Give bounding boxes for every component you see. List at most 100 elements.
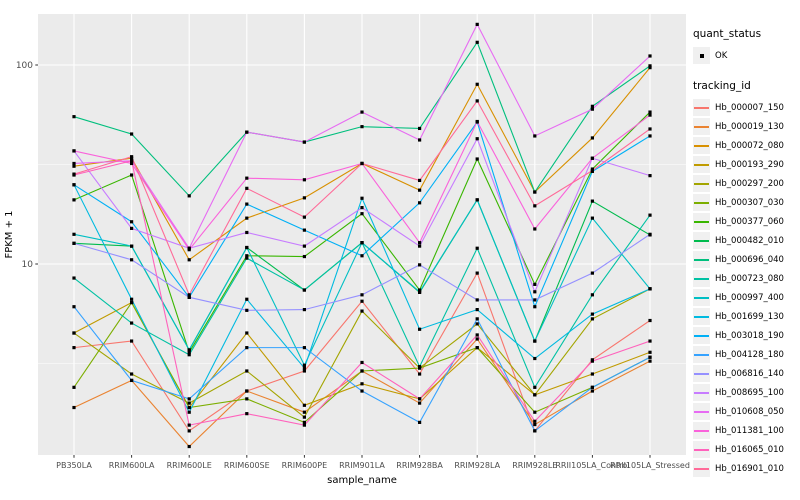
legend-item-label: Hb_004128_180 xyxy=(715,349,784,360)
data-point xyxy=(245,186,249,190)
legend-line-icon xyxy=(694,410,709,413)
legend-item-label: Hb_000019_130 xyxy=(715,121,784,132)
legend-item-Hb_016065_010: Hb_016065_010 xyxy=(693,441,799,458)
x-tick-label: RRII105LA_Control xyxy=(555,461,629,470)
data-point xyxy=(130,155,134,159)
data-point xyxy=(302,196,306,200)
legend-item-label: Hb_000997_400 xyxy=(715,292,784,303)
data-point xyxy=(418,397,422,401)
data-point xyxy=(648,54,652,58)
legend-item-label: Hb_000297_200 xyxy=(715,178,784,189)
legend-line-icon xyxy=(694,125,709,128)
x-tick-label: RRII105LA_Stressed xyxy=(610,461,690,470)
data-point xyxy=(533,227,537,231)
data-point xyxy=(72,161,76,166)
data-point xyxy=(533,385,537,389)
data-point xyxy=(72,385,76,389)
data-point xyxy=(130,226,134,230)
data-point xyxy=(590,216,594,220)
legend-line-icon xyxy=(694,372,709,375)
x-tick-label: RRIM600PE xyxy=(282,461,328,470)
data-point xyxy=(648,64,652,68)
data-point xyxy=(245,369,249,373)
data-point xyxy=(360,196,364,200)
data-point xyxy=(418,401,422,405)
legend-item-ok: OK xyxy=(693,47,799,64)
data-point xyxy=(590,168,594,173)
legend-item-label: Hb_011381_100 xyxy=(715,425,784,436)
legend-item-label: Hb_000307_030 xyxy=(715,197,784,208)
data-point xyxy=(648,127,652,131)
data-point xyxy=(590,199,594,203)
point-symbol-key xyxy=(693,47,710,64)
legend-item-Hb_000193_290: Hb_000193_290 xyxy=(693,156,799,173)
data-point xyxy=(648,174,652,178)
legend-item-Hb_008695_100: Hb_008695_100 xyxy=(693,384,799,401)
data-point xyxy=(187,348,191,352)
data-point xyxy=(418,420,422,424)
data-point xyxy=(360,369,364,373)
data-point xyxy=(72,276,76,280)
legend-item-Hb_010608_050: Hb_010608_050 xyxy=(693,403,799,420)
legend-key-swatch xyxy=(693,175,710,192)
data-point xyxy=(302,415,306,419)
data-point xyxy=(418,241,422,245)
data-point xyxy=(302,420,306,424)
data-point xyxy=(187,423,191,427)
data-point xyxy=(475,246,479,250)
legend-item-label: Hb_000007_150 xyxy=(715,102,784,113)
data-point xyxy=(533,419,537,423)
legend-item-label: Hb_008695_100 xyxy=(715,387,784,398)
legend-item-Hb_000072_080: Hb_000072_080 xyxy=(693,137,799,154)
data-point xyxy=(302,363,306,367)
data-point xyxy=(590,271,594,275)
legend-item-Hb_000019_130: Hb_000019_130 xyxy=(693,118,799,135)
data-point xyxy=(245,397,249,401)
data-point xyxy=(648,339,652,343)
data-point xyxy=(72,115,76,119)
legend-key-swatch xyxy=(693,251,710,268)
legend-line-icon xyxy=(694,448,709,451)
data-point xyxy=(360,389,364,393)
data-point xyxy=(245,308,249,312)
data-point xyxy=(648,232,652,236)
data-point xyxy=(533,298,537,302)
legend-item-Hb_000696_040: Hb_000696_040 xyxy=(693,251,799,268)
legend-line-icon xyxy=(694,429,709,432)
data-point xyxy=(130,173,134,177)
data-point xyxy=(533,305,537,309)
data-point xyxy=(72,232,76,236)
legend-entries: Hb_000007_150 Hb_000019_130 Hb_000072_080 H… xyxy=(693,99,799,477)
data-point xyxy=(245,230,249,235)
data-point xyxy=(130,339,134,343)
legend-key-swatch xyxy=(693,213,710,230)
data-point xyxy=(475,337,479,341)
legend-key-swatch xyxy=(693,384,710,401)
legend-key-swatch xyxy=(693,99,710,116)
legend-key-swatch xyxy=(693,118,710,135)
legend-line-icon xyxy=(694,239,709,242)
data-point xyxy=(130,161,134,166)
data-point xyxy=(360,299,364,303)
data-point xyxy=(360,309,364,313)
data-point xyxy=(360,241,364,245)
legend-item-label: Hb_000696_040 xyxy=(715,254,784,265)
data-point xyxy=(360,110,364,114)
data-point xyxy=(302,403,306,407)
legend-section-tracking-id: tracking_id Hb_000007_150 Hb_000019_130 Hb… xyxy=(693,80,799,477)
legend-key-swatch xyxy=(693,460,710,477)
data-point xyxy=(72,331,76,335)
data-point xyxy=(418,290,422,294)
legend: quant_status OK tracking_id Hb_000007_15… xyxy=(693,28,799,479)
data-point xyxy=(187,405,191,410)
data-point xyxy=(533,134,537,138)
legend-key-swatch xyxy=(693,270,710,287)
data-point xyxy=(360,206,364,210)
data-point xyxy=(245,346,249,350)
legend-title-quant-status: quant_status xyxy=(693,28,762,40)
data-point xyxy=(475,99,479,103)
x-tick-label: RRIM901LA xyxy=(339,461,385,470)
data-point xyxy=(72,198,76,202)
data-point xyxy=(302,369,306,373)
data-point xyxy=(533,393,537,397)
